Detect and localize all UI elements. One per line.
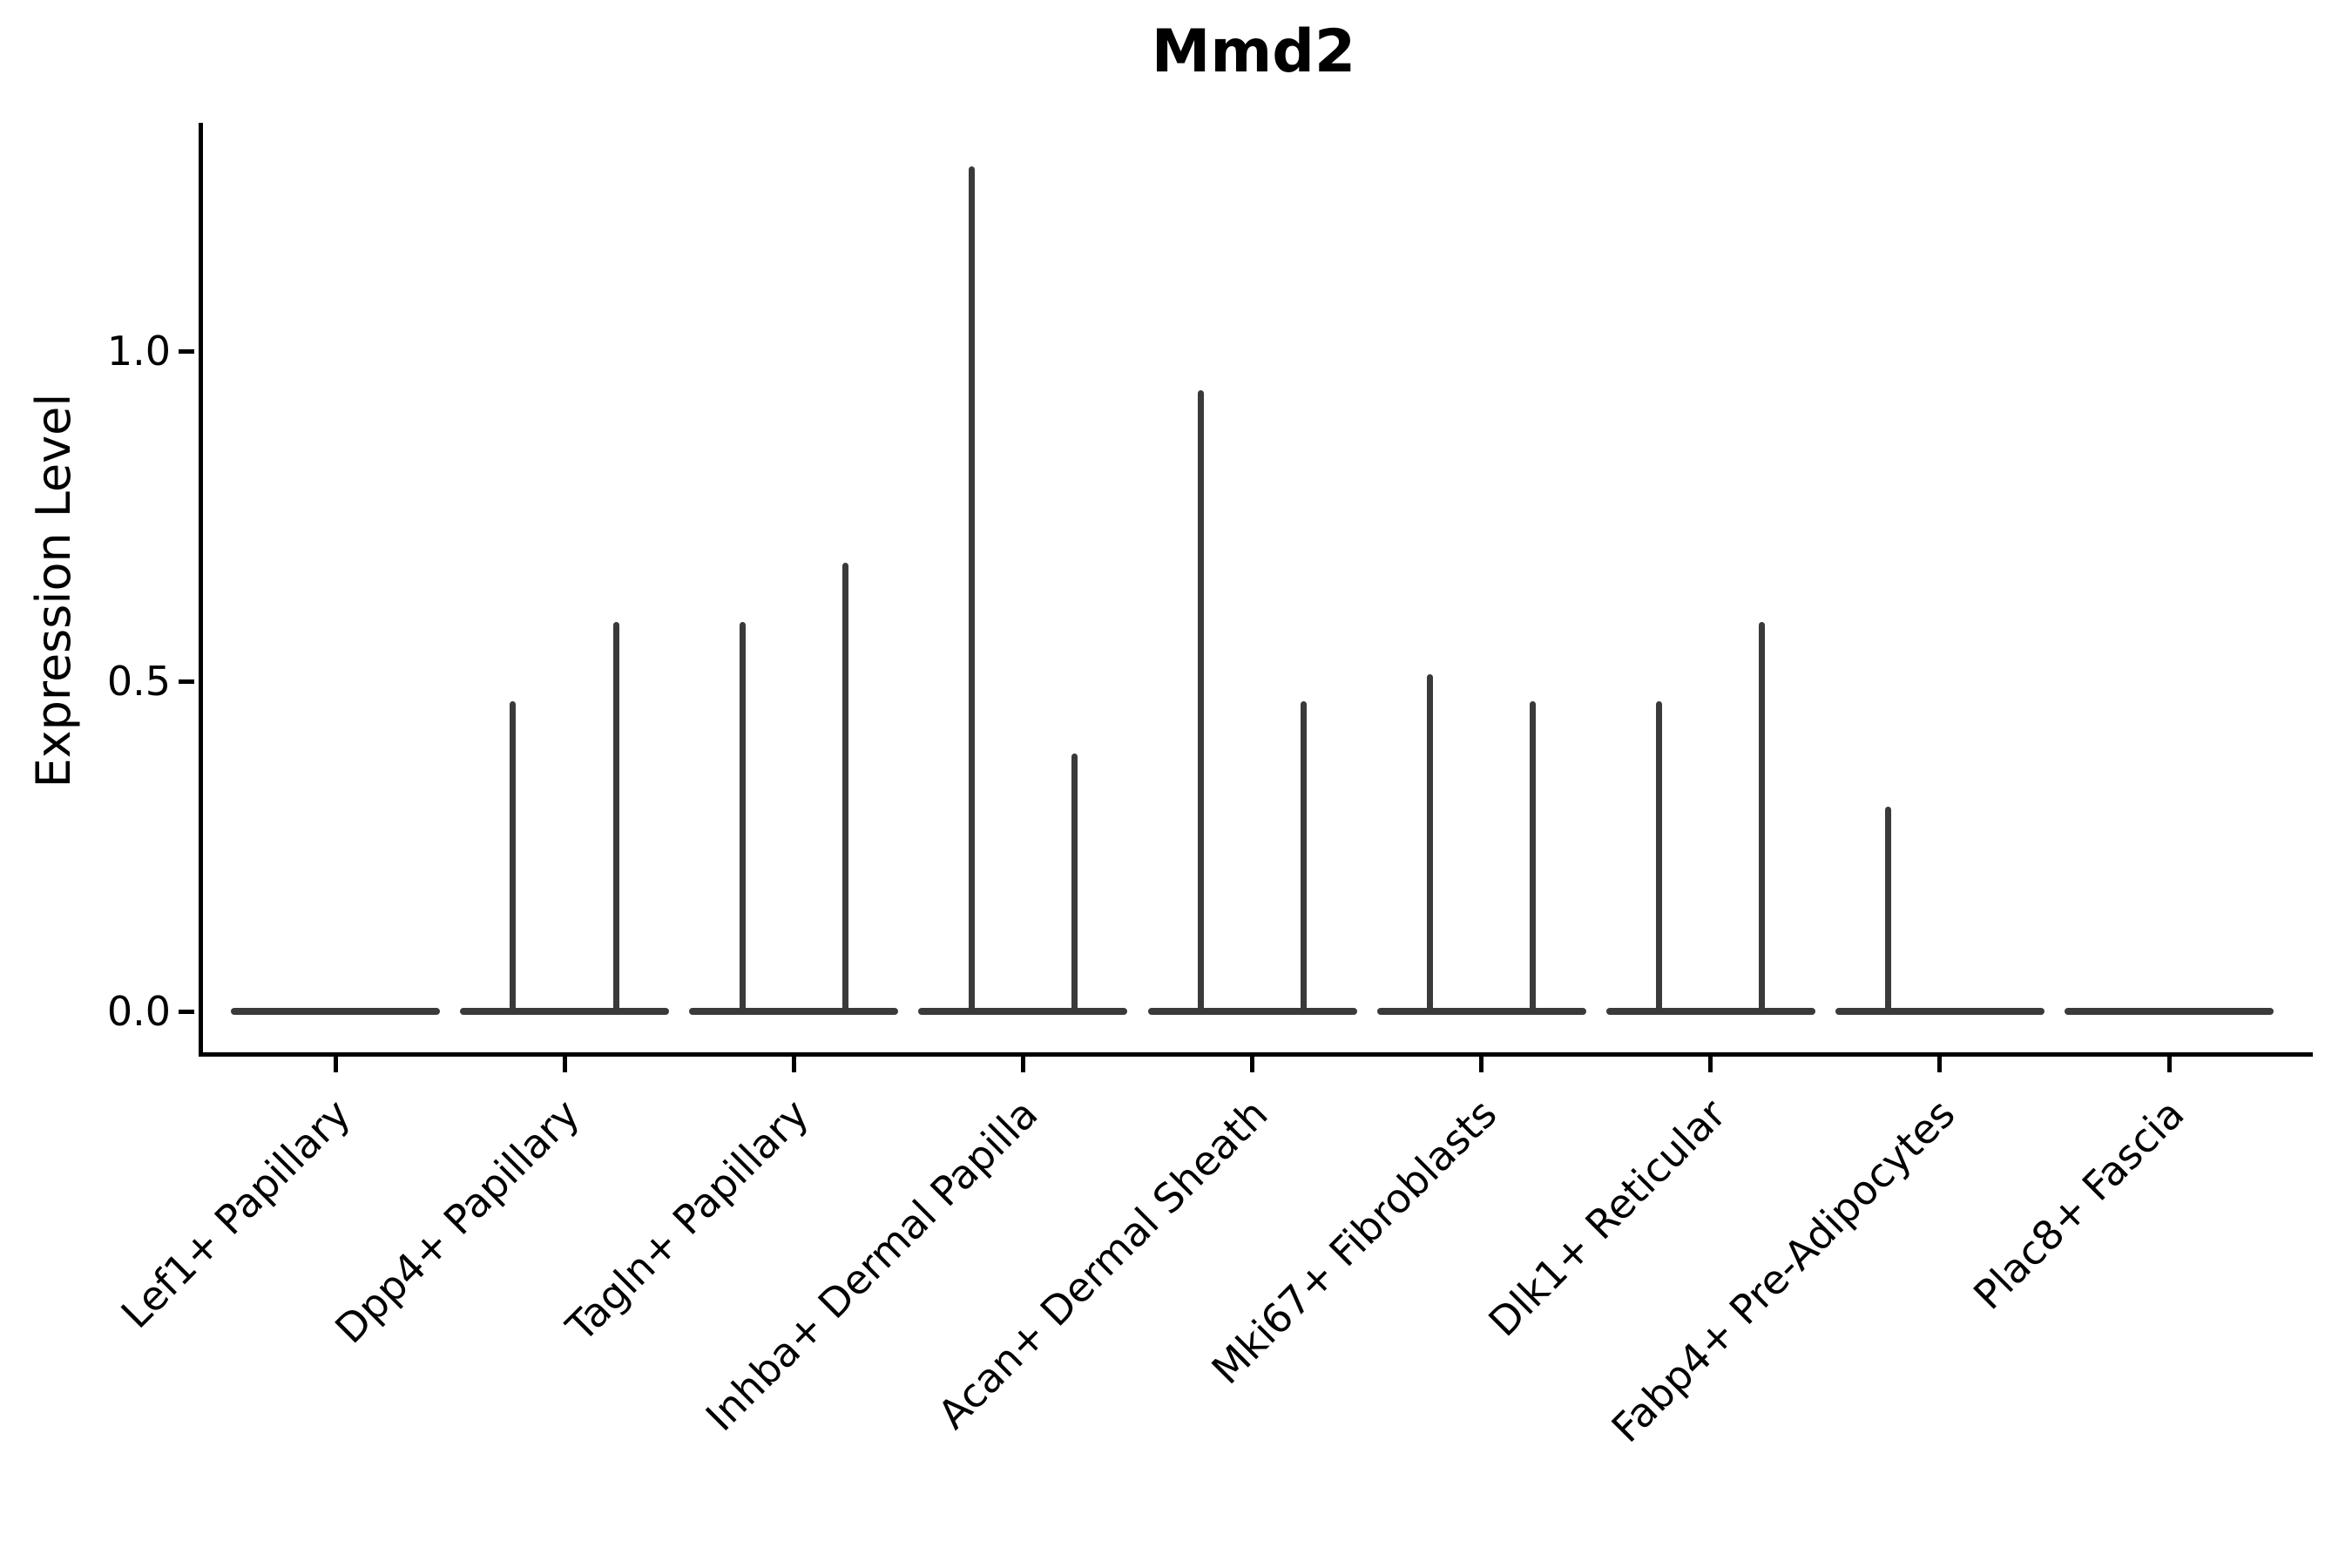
x-tick-label: Fabp4+ Pre-Adipocytes (1602, 1090, 1964, 1452)
violin-spike (1759, 621, 1766, 1015)
x-tick-label: Tagln+ Papillary (557, 1090, 818, 1351)
x-tick-mark (1708, 1057, 1713, 1072)
violin-spike (1426, 674, 1433, 1015)
x-tick-label: Mki67+ Fibroblasts (1202, 1090, 1506, 1394)
x-tick-mark (1020, 1057, 1025, 1072)
violin-base (1605, 1008, 1815, 1015)
violin-spike (968, 166, 975, 1015)
violin-base (460, 1008, 670, 1015)
violin-spike (612, 621, 619, 1015)
y-tick-mark (179, 679, 194, 684)
plot-area (199, 123, 2313, 1057)
y-tick-label: 0.5 (106, 658, 171, 705)
y-tick-label: 1.0 (106, 328, 171, 375)
violin-base (1147, 1008, 1357, 1015)
violin-base (1835, 1008, 2044, 1015)
violin-spike (1301, 700, 1308, 1015)
violin-spike (1197, 390, 1204, 1015)
x-tick-mark (2166, 1057, 2172, 1072)
plot-title: Mmd2 (1151, 17, 1356, 86)
x-tick-mark (1479, 1057, 1484, 1072)
y-tick-label: 0.0 (106, 988, 171, 1035)
violin-spike (841, 562, 848, 1015)
y-tick-mark (179, 1009, 194, 1014)
violin-spike (1885, 807, 1892, 1015)
violin-spike (739, 621, 746, 1015)
x-tick-mark (562, 1057, 567, 1072)
violin-base (689, 1008, 899, 1015)
y-tick-mark (179, 348, 194, 354)
x-tick-label: Inhba+ Dermal Papilla (697, 1090, 1047, 1441)
x-tick-label: Acan+ Dermal Sheath (928, 1090, 1276, 1438)
violin-spike (1656, 700, 1663, 1015)
x-tick-mark (1250, 1057, 1254, 1072)
x-tick-mark (1937, 1057, 1943, 1072)
violin-base (918, 1008, 1128, 1015)
violin-spike (510, 700, 517, 1015)
violin-spike (1071, 754, 1078, 1015)
x-tick-mark (791, 1057, 796, 1072)
x-tick-label: Dpp4+ Papillary (326, 1090, 589, 1353)
x-tick-label: Plac8+ Fascia (1964, 1090, 2193, 1319)
violin-base (2065, 1008, 2274, 1015)
x-tick-label: Dlk1+ Reticular (1479, 1090, 1735, 1346)
y-axis-label-text: Expression Level (26, 393, 81, 788)
violin-base (1376, 1008, 1586, 1015)
violin-spike (1530, 700, 1537, 1015)
x-tick-mark (333, 1057, 338, 1072)
violin-base (231, 1008, 440, 1015)
